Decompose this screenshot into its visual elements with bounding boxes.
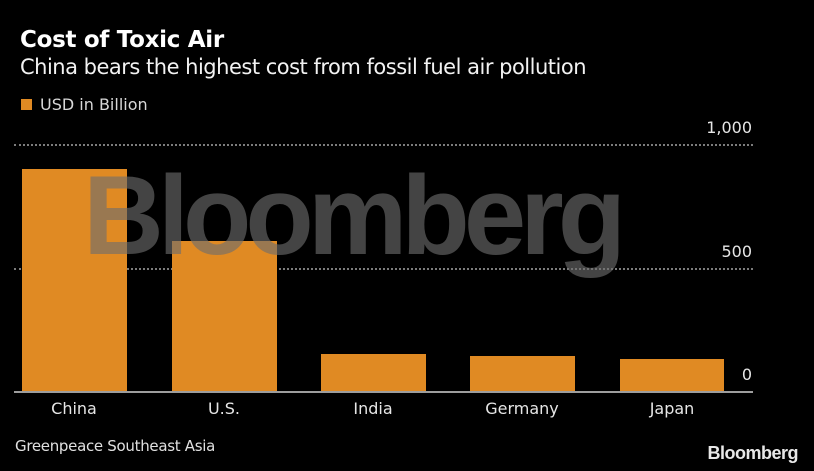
- chart-title: Cost of Toxic Air: [20, 27, 224, 53]
- x-label-india: India: [353, 399, 393, 418]
- bar-china: [22, 169, 127, 391]
- bloomberg-watermark: Bloomberg: [83, 153, 626, 278]
- y-tick-1000: 1,000: [706, 118, 752, 137]
- gridline-500: [14, 268, 753, 270]
- legend: USD in Billion: [21, 95, 148, 114]
- chart-subtitle: China bears the highest cost from fossil…: [20, 55, 587, 79]
- x-label-japan: Japan: [649, 399, 695, 418]
- y-tick-0: 0: [741, 365, 752, 384]
- source-note: Greenpeace Southeast Asia: [15, 437, 216, 455]
- x-label-us: U.S.: [207, 399, 241, 418]
- bloomberg-logo: Bloomberg: [707, 443, 798, 463]
- gridline-1000: [14, 144, 753, 146]
- x-label-germany: Germany: [485, 399, 559, 418]
- bar-japan: [620, 359, 724, 391]
- legend-swatch-icon: [21, 99, 32, 110]
- x-axis-baseline: [14, 391, 753, 393]
- legend-label: USD in Billion: [40, 95, 148, 114]
- bar-india: [321, 354, 426, 391]
- bar-us: [172, 241, 277, 391]
- x-label-china: China: [51, 399, 97, 418]
- bar-germany: [470, 356, 575, 391]
- y-tick-500: 500: [721, 242, 752, 261]
